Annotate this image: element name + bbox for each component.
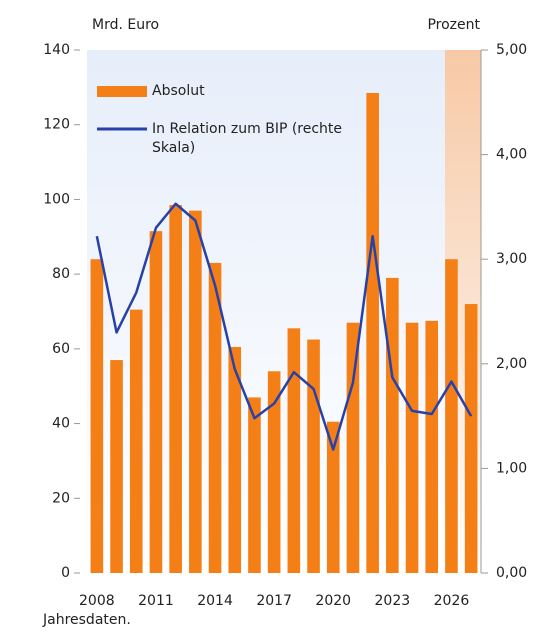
bar — [228, 346, 242, 573]
x-tick-label: 2020 — [315, 593, 351, 609]
y-tick-label: 120 — [43, 117, 70, 133]
y-tick-label: 40 — [52, 416, 70, 432]
y2-tick-label: 3,00 — [496, 251, 527, 267]
x-tick-label: 2008 — [79, 593, 115, 609]
note: Jahresdaten. — [42, 612, 131, 628]
plot-background — [87, 50, 445, 573]
legend-label: In Relation zum BIP (rechte Skala) — [152, 121, 343, 156]
y-tick-label: 100 — [43, 191, 70, 207]
y-tick-label: 140 — [43, 42, 70, 58]
x-tick-label: 2017 — [256, 593, 292, 609]
bar — [326, 421, 340, 573]
y2-tick-label: 0,00 — [496, 565, 527, 581]
legend-swatch-bar — [97, 86, 147, 97]
bar — [405, 322, 419, 573]
bar — [386, 277, 399, 573]
bar — [287, 328, 301, 573]
y-axis-label: Mrd. Euro — [92, 17, 159, 33]
y2-axis-label: Prozent — [427, 17, 480, 33]
bar — [129, 309, 143, 573]
bar — [366, 92, 379, 573]
bar — [110, 360, 123, 573]
bar — [307, 339, 320, 573]
x-tick-label: 2026 — [434, 593, 470, 609]
x-tick-label: 2023 — [375, 593, 411, 609]
bar — [149, 231, 163, 574]
bar — [425, 320, 439, 573]
bar — [248, 397, 261, 573]
bar — [346, 322, 360, 573]
y2-tick-label: 1,00 — [496, 460, 527, 476]
line — [95, 202, 473, 451]
y2-tick-label: 4,00 — [496, 147, 527, 163]
bar — [445, 259, 458, 573]
y-tick-label: 20 — [52, 490, 70, 506]
x-tick-label: 2014 — [197, 593, 233, 609]
y2-tick-label: 2,00 — [496, 356, 527, 372]
x-tick-label: 2011 — [138, 593, 174, 609]
bar — [208, 262, 222, 573]
bar — [169, 205, 182, 573]
legend-label: Absolut — [152, 83, 205, 99]
y-tick-label: 0 — [61, 565, 70, 581]
y-tick-label: 80 — [52, 266, 70, 282]
y-tick-label: 60 — [52, 341, 70, 357]
bar — [189, 210, 202, 573]
bar — [464, 304, 478, 573]
bar — [267, 371, 281, 573]
y2-tick-label: 5,00 — [496, 42, 527, 58]
bar — [90, 259, 104, 573]
